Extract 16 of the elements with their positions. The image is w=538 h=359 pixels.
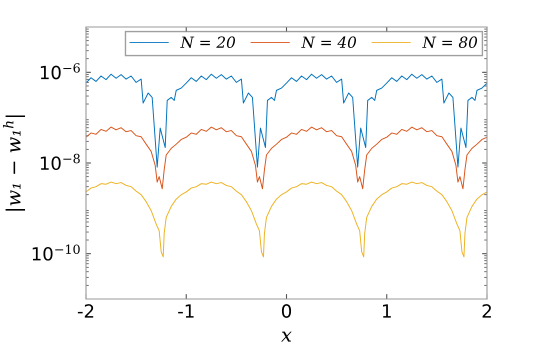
legend-label: N = 80 [422, 36, 478, 48]
x-axis-title: x [281, 332, 292, 342]
legend-label: N = 40 [301, 36, 356, 48]
legend-label: N = 20 [180, 36, 236, 48]
y-tick-label: 10$^{−10}$ [32, 244, 80, 261]
line-series [86, 74, 487, 168]
x-tick-label: -2 [78, 304, 94, 318]
line-series [86, 126, 487, 190]
x-tick-label: -1 [178, 304, 194, 318]
x-tick-label: 1 [382, 304, 391, 318]
line-series [86, 182, 487, 258]
y-tick-label: 10$^{−8}$ [40, 154, 80, 170]
y-axis-title: |w₁ − w₁$^{h}$| [3, 115, 26, 211]
x-tick-label: 0 [282, 304, 292, 318]
x-tick-label: 2 [482, 304, 491, 318]
y-tick-label: 10$^{−6}$ [40, 63, 80, 80]
